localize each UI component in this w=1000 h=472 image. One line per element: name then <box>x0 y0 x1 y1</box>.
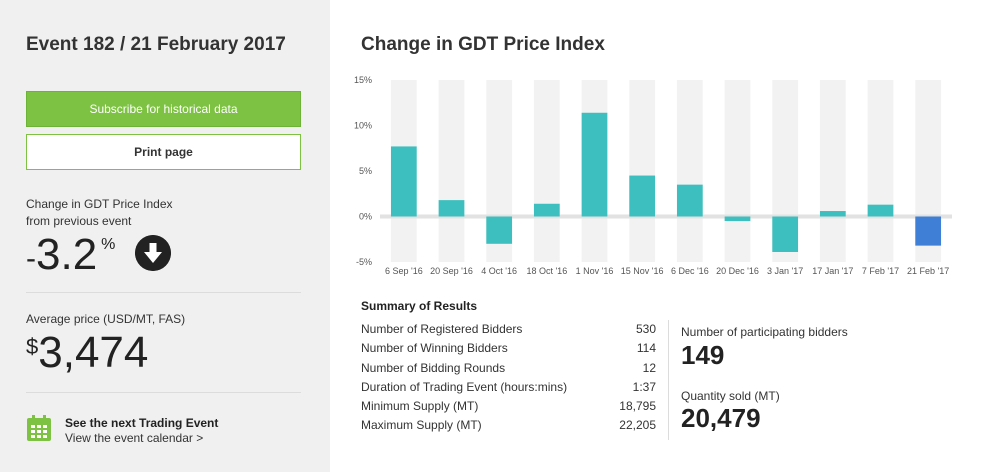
divider <box>26 292 301 293</box>
summary-row-label: Number of Bidding Rounds <box>361 360 506 375</box>
price-index-chart: 15% 10% 5% 0% -5% 6 Sep '16 20 Sep '16 4 Oct '… <box>354 75 952 276</box>
x-tick-label: 4 Oct '16 <box>481 266 517 276</box>
change-label-line1: Change in GDT Price Index <box>26 197 173 211</box>
summary-row-label: Number of Registered Bidders <box>361 322 523 336</box>
next-event-title: See the next Trading Event <box>65 416 219 430</box>
participating-bidders-value: 149 <box>681 340 725 370</box>
change-index-value: - 3.2 % <box>26 230 115 280</box>
bar[interactable] <box>819 211 846 217</box>
bar[interactable] <box>867 204 894 217</box>
x-tick-label: 6 Sep '16 <box>385 266 423 276</box>
summary-row-value: 530 <box>635 322 656 336</box>
x-tick-label: 18 Oct '16 <box>526 266 567 276</box>
change-number: 3.2 <box>36 230 98 279</box>
summary-title: Summary of Results <box>361 299 478 313</box>
x-tick-label: 15 Nov '16 <box>621 266 664 276</box>
bar[interactable] <box>676 184 703 217</box>
bar-band <box>629 80 656 262</box>
bar-band <box>438 80 465 262</box>
x-tick-label: 1 Nov '16 <box>576 266 614 276</box>
print-page-button[interactable]: Print page <box>26 134 301 170</box>
participating-bidders-label: Number of participating bidders <box>681 325 848 339</box>
bar-band <box>533 80 560 262</box>
summary-row: Number of Winning Bidders 114 <box>361 339 656 358</box>
x-tick-label: 7 Feb '17 <box>862 266 899 276</box>
summary-row-value: 12 <box>642 360 656 375</box>
summary-row: Number of Registered Bidders 530 <box>361 320 656 339</box>
summary-row-value: 114 <box>636 341 656 356</box>
average-price-number: 3,474 <box>38 328 149 377</box>
event-title: Event 182 / 21 February 2017 <box>26 34 286 55</box>
y-tick-label: 5% <box>359 166 372 176</box>
subscribe-button[interactable]: Subscribe for historical data <box>26 91 301 127</box>
bar[interactable] <box>486 216 513 244</box>
quantity-sold-label: Quantity sold (MT) <box>681 389 780 403</box>
summary-row-label: Maximum Supply (MT) <box>361 418 482 433</box>
y-tick-label: -5% <box>356 257 372 267</box>
divider <box>26 392 301 393</box>
summary-row: Duration of Trading Event (hours:mins) 1:… <box>361 378 656 397</box>
bar-band <box>676 80 703 262</box>
bar[interactable] <box>915 216 942 246</box>
bar[interactable] <box>772 216 799 252</box>
arrow-down-icon <box>135 235 171 271</box>
bar[interactable] <box>629 175 656 217</box>
x-tick-label: 20 Sep '16 <box>430 266 473 276</box>
bar[interactable] <box>438 200 465 217</box>
calendar-icon <box>27 415 51 441</box>
change-index-label: Change in GDT Price Index from previous … <box>26 196 226 230</box>
summary-row: Number of Bidding Rounds 12 <box>361 359 656 378</box>
change-unit: % <box>101 236 116 253</box>
average-price-value: $ 3,474 <box>26 326 148 380</box>
bar-band <box>867 80 894 262</box>
summary-row-value: 1:37 <box>632 379 656 394</box>
y-tick-label: 10% <box>354 121 372 131</box>
x-tick-label: 21 Feb '17 <box>907 266 949 276</box>
bar[interactable] <box>581 112 608 217</box>
event-calendar-link[interactable]: View the event calendar > <box>65 431 204 445</box>
x-tick-label: 6 Dec '16 <box>671 266 709 276</box>
divider <box>668 320 669 440</box>
bar-band <box>819 80 846 262</box>
summary-row-label: Number of Winning Bidders <box>361 341 508 356</box>
change-label-line2: from previous event <box>26 214 132 228</box>
y-tick-label: 15% <box>354 75 372 85</box>
sidebar: Event 182 / 21 February 2017 Subscribe f… <box>0 0 330 472</box>
bar[interactable] <box>724 216 751 222</box>
summary-row-value: 22,205 <box>619 418 656 433</box>
x-tick-label: 17 Jan '17 <box>812 266 853 276</box>
summary-row-label: Minimum Supply (MT) <box>361 399 479 414</box>
bar[interactable] <box>390 146 417 217</box>
currency-symbol: $ <box>26 334 39 359</box>
summary-row: Maximum Supply (MT) 22,205 <box>361 416 656 435</box>
quantity-sold-value: 20,479 <box>681 403 761 433</box>
bar-band <box>724 80 751 262</box>
bar[interactable] <box>533 203 560 217</box>
summary-row-label: Duration of Trading Event (hours:mins) <box>361 379 568 394</box>
summary-table: Number of Registered Bidders 530 Number of… <box>361 320 656 436</box>
x-tick-label: 3 Jan '17 <box>767 266 803 276</box>
zero-line <box>380 214 952 219</box>
change-sign: - <box>26 242 36 275</box>
summary-row-value: 18,795 <box>619 399 656 414</box>
y-tick-label: 0% <box>359 212 372 222</box>
summary-row: Minimum Supply (MT) 18,795 <box>361 397 656 416</box>
x-tick-label: 20 Dec '16 <box>716 266 759 276</box>
average-price-label: Average price (USD/MT, FAS) <box>26 312 186 326</box>
chart-title: Change in GDT Price Index <box>361 34 605 55</box>
